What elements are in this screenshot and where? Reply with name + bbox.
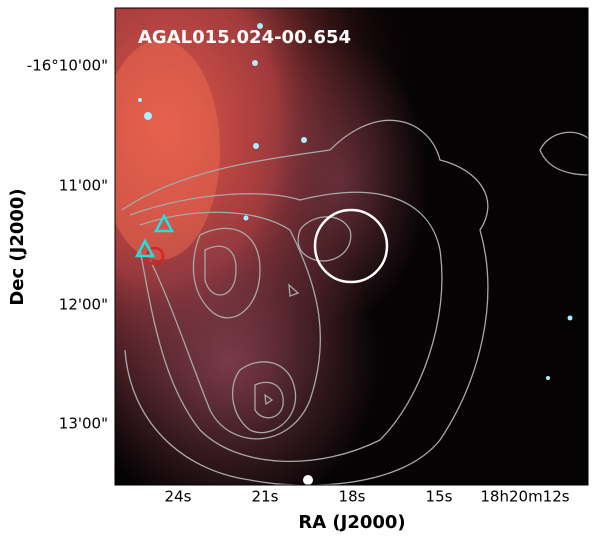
- x-tick-label: 18s: [339, 488, 366, 506]
- x-tick-label: 15s: [426, 488, 453, 506]
- x-axis-label: RA (J2000): [298, 512, 405, 533]
- y-tick-label: 13'00": [59, 415, 108, 433]
- sky-image: [115, 8, 588, 485]
- stars: [138, 23, 573, 485]
- triangle-marker: [153, 213, 175, 233]
- y-tick-label: -16°10'00": [27, 57, 108, 75]
- y-axis-label: Dec (J2000): [7, 188, 28, 305]
- triangle-marker: [134, 238, 156, 258]
- x-tick-label: 21s: [252, 488, 279, 506]
- image-title: AGAL015.024-00.654: [138, 27, 351, 48]
- y-tick-label: 11'00": [59, 177, 108, 195]
- y-tick-label: 12'00": [59, 296, 108, 314]
- frame: [114, 7, 589, 486]
- beam-circle: [313, 208, 389, 284]
- contours: [121, 119, 588, 485]
- x-tick-label: 18h20m12s: [480, 488, 569, 506]
- x-tick-label: 24s: [165, 488, 192, 506]
